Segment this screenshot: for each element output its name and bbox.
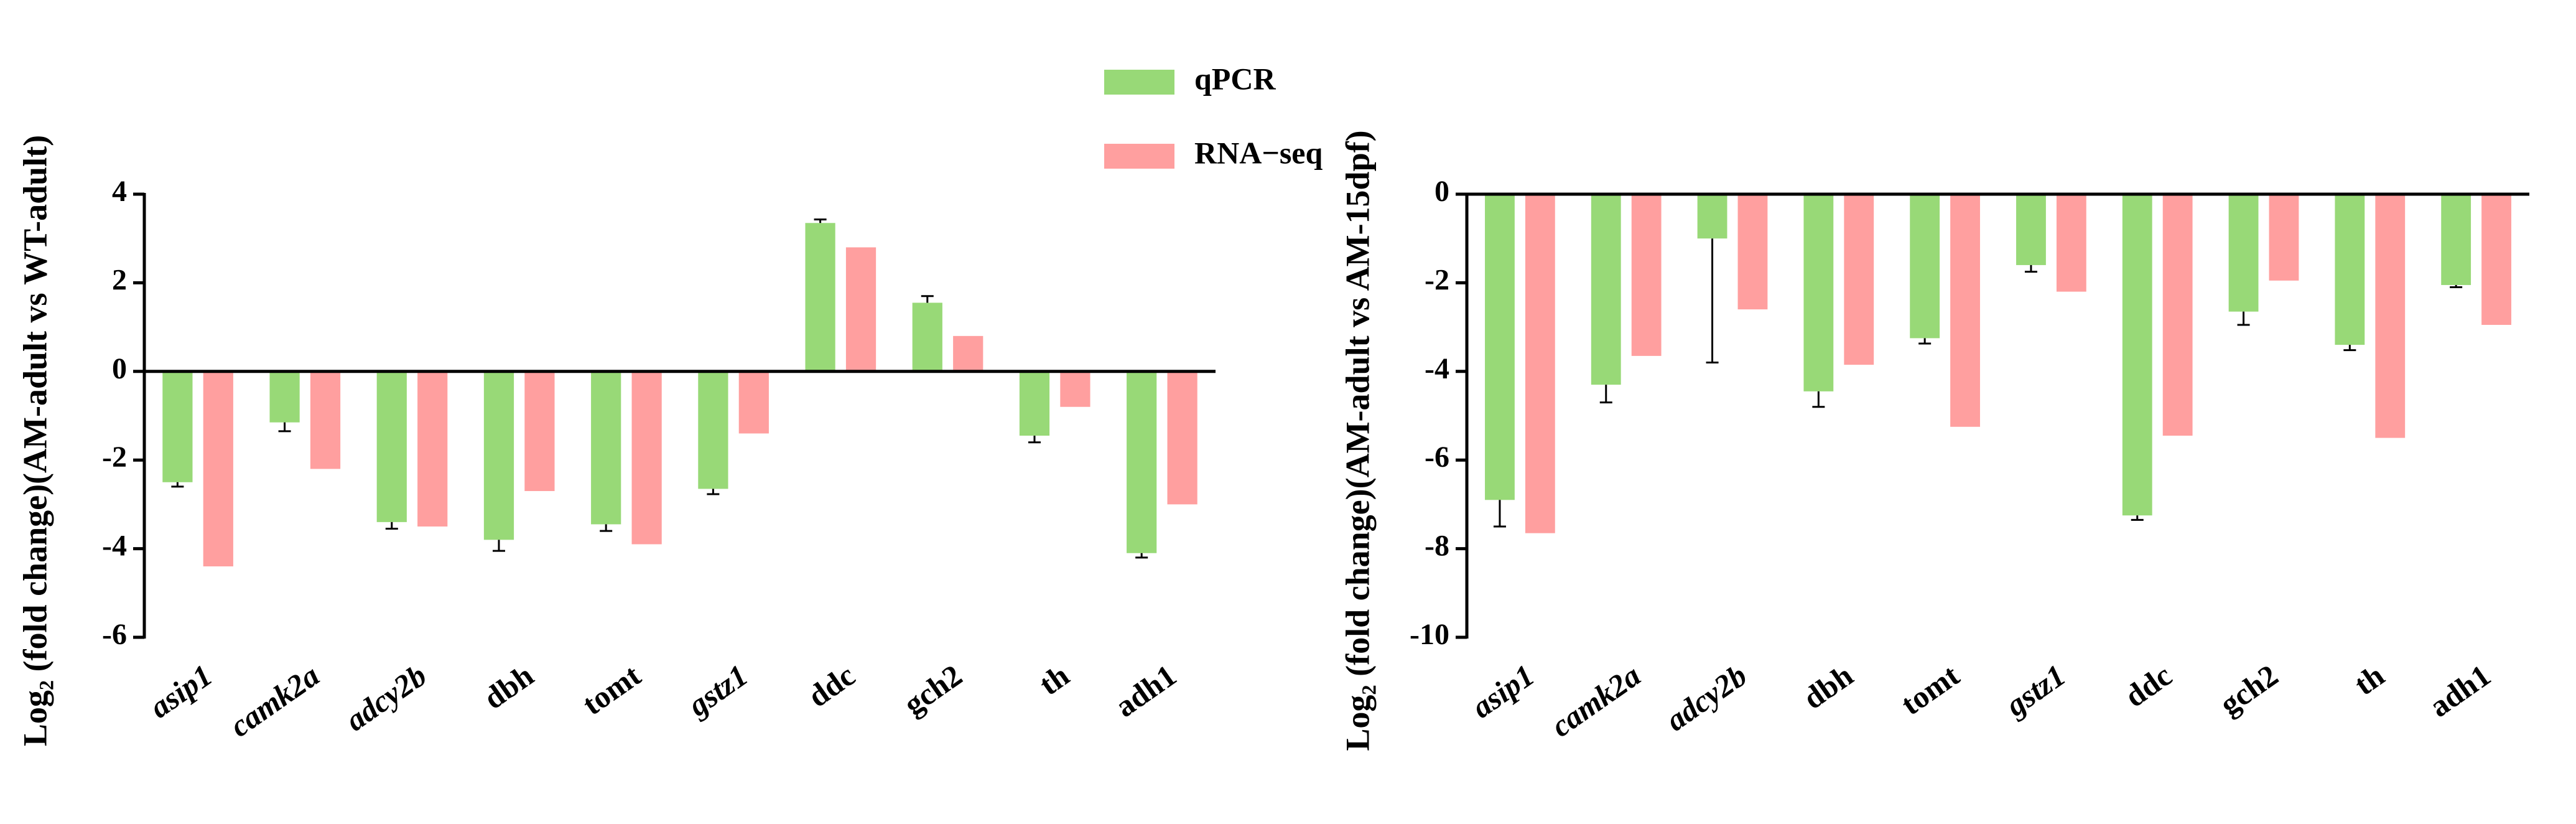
- x-tick-label: camk2a: [1545, 658, 1647, 744]
- bar: [2122, 194, 2152, 516]
- bar: [738, 371, 769, 434]
- x-tick-label: asip1: [143, 658, 218, 725]
- x-tick-label: th: [1033, 657, 1076, 701]
- error-bar: [1918, 338, 1932, 345]
- error-bar: [1493, 500, 1506, 528]
- y-tick-label: -2: [102, 441, 127, 474]
- bar: [1844, 194, 1874, 365]
- x-tick-label: gch2: [897, 658, 968, 722]
- bar: [2016, 194, 2046, 265]
- bar: [591, 371, 621, 525]
- error-bar: [278, 422, 291, 433]
- y-tick-label: 0: [112, 352, 127, 385]
- y-tick-label: 4: [112, 175, 127, 208]
- bar: [953, 335, 983, 372]
- error-bar: [1812, 391, 1825, 408]
- bar: [2269, 194, 2299, 281]
- x-tick-label: adh1: [1109, 658, 1183, 724]
- y-tick-label: -6: [1425, 441, 1449, 474]
- bar: [1485, 194, 1515, 500]
- x-tick-label: adh1: [2423, 658, 2497, 724]
- y-tick-label: 0: [1434, 175, 1449, 208]
- bar: [310, 371, 341, 469]
- y-tick-label: -10: [1410, 618, 1449, 651]
- x-tick-label: ddc: [801, 658, 861, 714]
- error-bar: [2343, 345, 2356, 352]
- bar: [2056, 194, 2086, 292]
- bar: [417, 371, 448, 527]
- legend-swatch: [1104, 70, 1174, 95]
- x-tick-label: th: [2348, 657, 2391, 701]
- error-bar: [492, 540, 505, 552]
- bar: [2481, 194, 2511, 325]
- error-bar: [1135, 553, 1148, 559]
- bar: [2375, 194, 2406, 438]
- y-axis-label: Log₂ (fold change)(AM-adult vs AM-15dpf): [1339, 130, 1376, 751]
- legend-swatch: [1104, 144, 1174, 169]
- bar: [631, 371, 662, 545]
- y-tick-label: -2: [1425, 263, 1449, 296]
- x-tick-label: dbh: [1797, 657, 1859, 716]
- error-bar: [385, 522, 398, 530]
- legend-label: RNA−seq: [1194, 135, 1323, 170]
- bar: [2441, 194, 2471, 285]
- bar: [1019, 371, 1050, 436]
- bar: [805, 223, 835, 372]
- bar: [1697, 194, 1727, 239]
- x-tick-label: dbh: [477, 657, 540, 716]
- y-tick-label: 2: [112, 263, 127, 296]
- bar: [1631, 194, 1662, 356]
- error-bar: [707, 489, 720, 495]
- x-tick-label: asip1: [1465, 658, 1540, 725]
- error-bar: [2237, 311, 2250, 326]
- bar: [203, 371, 233, 567]
- bar: [912, 302, 942, 372]
- x-tick-label: tomt: [576, 657, 647, 721]
- error-bar: [2024, 265, 2037, 273]
- x-tick-label: gstz1: [681, 658, 754, 723]
- bar: [1910, 194, 1940, 339]
- x-tick-label: gch2: [2213, 658, 2284, 722]
- bar: [162, 371, 193, 482]
- bar: [524, 371, 555, 492]
- x-tick-label: camk2a: [223, 658, 325, 744]
- y-tick-label: -8: [1425, 530, 1449, 563]
- bar: [1950, 194, 1980, 427]
- y-tick-label: -4: [102, 530, 127, 563]
- y-tick-label: -6: [102, 618, 127, 651]
- error-bar: [600, 524, 613, 532]
- error-bar: [1599, 385, 1612, 404]
- bar: [845, 247, 876, 372]
- bar: [483, 371, 514, 540]
- error-bar: [2131, 515, 2144, 521]
- y-tick-label: -4: [1425, 352, 1449, 385]
- x-tick-label: adcy2b: [339, 658, 432, 738]
- bar: [698, 371, 728, 489]
- x-tick-label: adcy2b: [1659, 658, 1752, 738]
- bar: [1060, 371, 1090, 407]
- y-axis-label: Log₂ (fold change)(AM-adult vs WT-adult): [16, 135, 53, 746]
- bar: [2162, 194, 2193, 436]
- error-bar: [814, 218, 827, 223]
- error-bar: [171, 482, 184, 488]
- bar: [1525, 194, 1555, 533]
- bar: [2228, 194, 2259, 312]
- bar: [269, 371, 300, 423]
- error-bar: [2450, 284, 2463, 289]
- bar: [1167, 371, 1197, 505]
- error-bar: [1706, 238, 1719, 364]
- bar: [1803, 194, 1834, 391]
- bar: [1737, 194, 1768, 310]
- legend-label: qPCR: [1194, 61, 1276, 96]
- x-tick-label: tomt: [1894, 657, 1965, 721]
- error-bar: [1028, 436, 1041, 444]
- x-tick-label: gstz1: [1999, 658, 2071, 723]
- bar: [376, 371, 407, 522]
- x-tick-label: ddc: [2118, 658, 2178, 714]
- bar: [1127, 371, 1157, 553]
- bar: [1591, 194, 1621, 385]
- bar: [2335, 194, 2365, 345]
- error-bar: [921, 295, 934, 303]
